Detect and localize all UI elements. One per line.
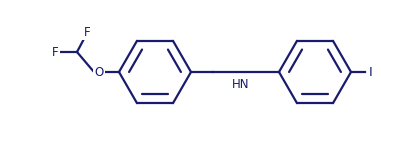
Text: F: F [83, 26, 90, 39]
Text: I: I [368, 66, 372, 78]
Text: F: F [52, 45, 58, 58]
Text: O: O [94, 66, 103, 78]
Text: HN: HN [231, 78, 249, 90]
